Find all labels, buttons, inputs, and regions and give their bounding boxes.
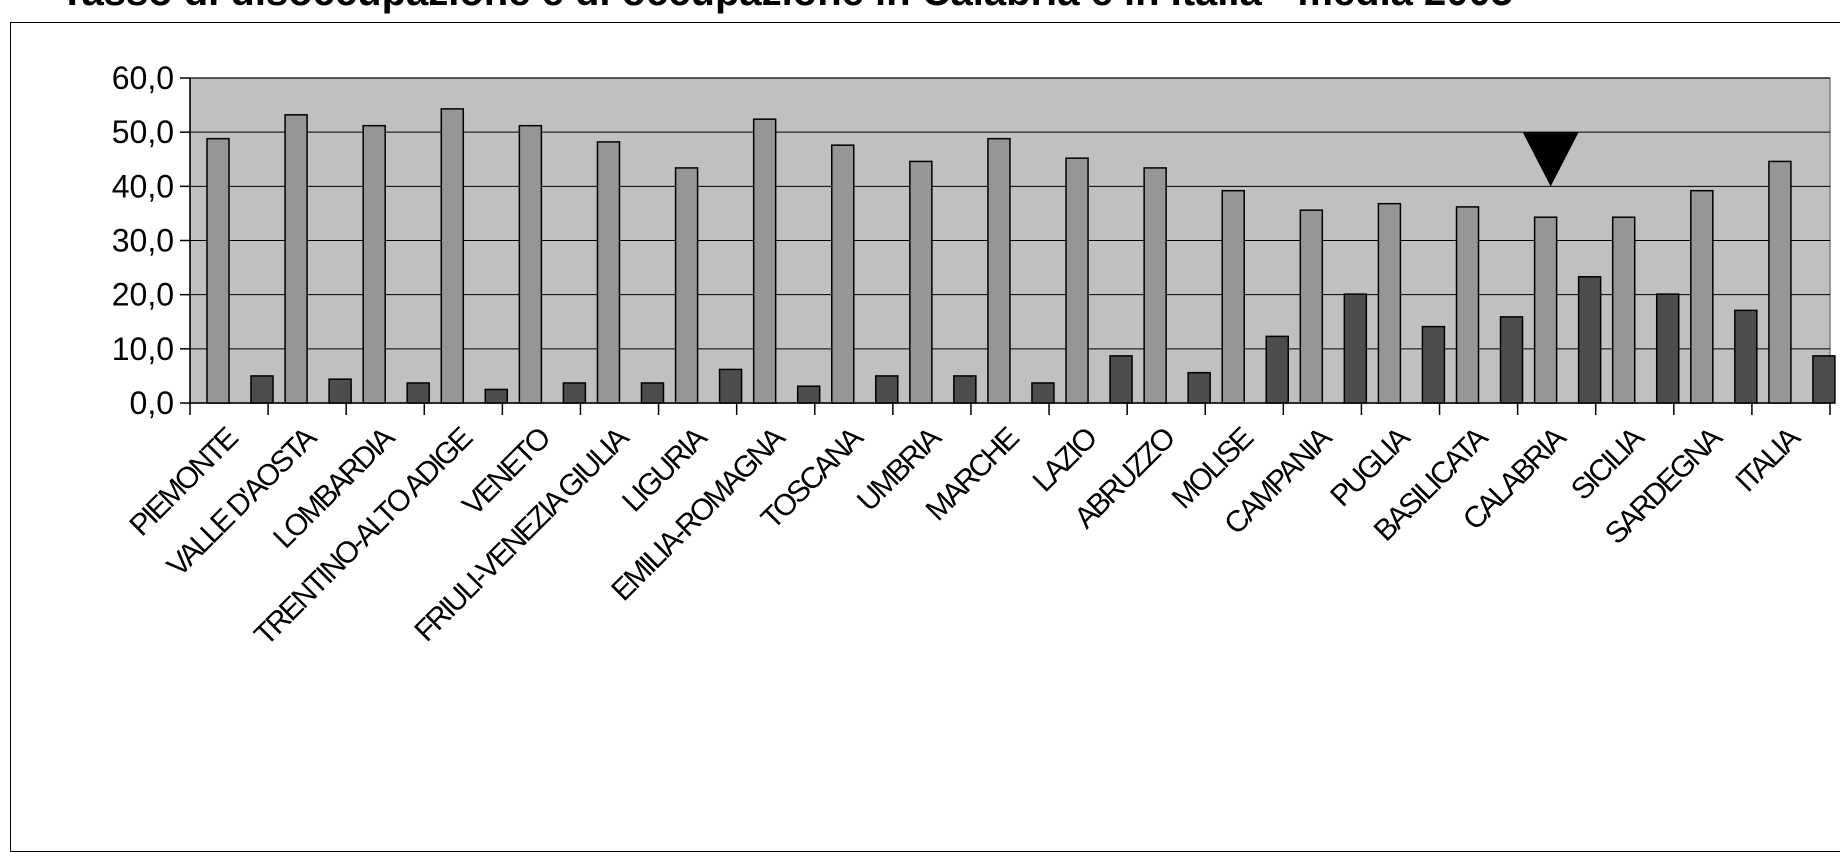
bar: [987, 137, 1011, 404]
chart-title: Tasso di disoccupazione e di occupazione…: [60, 0, 1840, 15]
bar: [831, 144, 855, 404]
bar: [1611, 216, 1636, 404]
bar: [1690, 189, 1714, 404]
bar: [1499, 316, 1524, 404]
bar: [1221, 189, 1245, 404]
bar-chart: 0,010,020,030,040,050,060,0PIEMONTEVALLE…: [112, 60, 1836, 652]
bar: [1577, 276, 1602, 404]
bar: [1187, 371, 1211, 404]
bar: [440, 108, 465, 404]
bar: [206, 137, 230, 404]
bar: [875, 375, 899, 404]
bar: [1533, 216, 1558, 404]
bar: [909, 160, 933, 404]
y-tick-label: 30,0: [112, 223, 174, 259]
bar: [1734, 309, 1758, 404]
bar: [1768, 160, 1792, 404]
bar: [596, 141, 621, 404]
bar: [1299, 209, 1324, 404]
bar: [1377, 202, 1402, 404]
bar: [328, 378, 352, 404]
y-tick-label: 0,0: [130, 385, 174, 421]
bar: [1343, 293, 1368, 404]
x-tick-label: ITALIA: [1729, 421, 1807, 499]
bar: [250, 375, 274, 404]
y-tick-label: 20,0: [112, 277, 174, 313]
y-tick-label: 60,0: [112, 60, 174, 96]
y-tick-label: 40,0: [112, 168, 174, 204]
bar: [718, 368, 743, 404]
bar: [640, 382, 665, 404]
bar: [362, 124, 386, 404]
bar: [1265, 335, 1289, 404]
bar: [1655, 293, 1680, 404]
bar: [1421, 325, 1446, 404]
bar: [562, 382, 587, 404]
y-tick-label: 10,0: [112, 331, 174, 367]
bar: [1455, 206, 1480, 404]
bar: [484, 388, 509, 404]
bar: [1143, 167, 1167, 404]
bar: [796, 385, 821, 404]
bar: [1031, 382, 1055, 404]
bar: [406, 382, 430, 404]
bar: [518, 124, 543, 404]
bar: [1812, 355, 1836, 404]
bar: [953, 375, 977, 404]
highlight-marker: [1522, 132, 1579, 187]
bar: [1109, 355, 1133, 404]
bar: [752, 118, 777, 404]
bar: [284, 114, 308, 404]
y-tick-label: 50,0: [112, 114, 174, 150]
bar: [674, 167, 699, 404]
bar: [1065, 157, 1089, 404]
